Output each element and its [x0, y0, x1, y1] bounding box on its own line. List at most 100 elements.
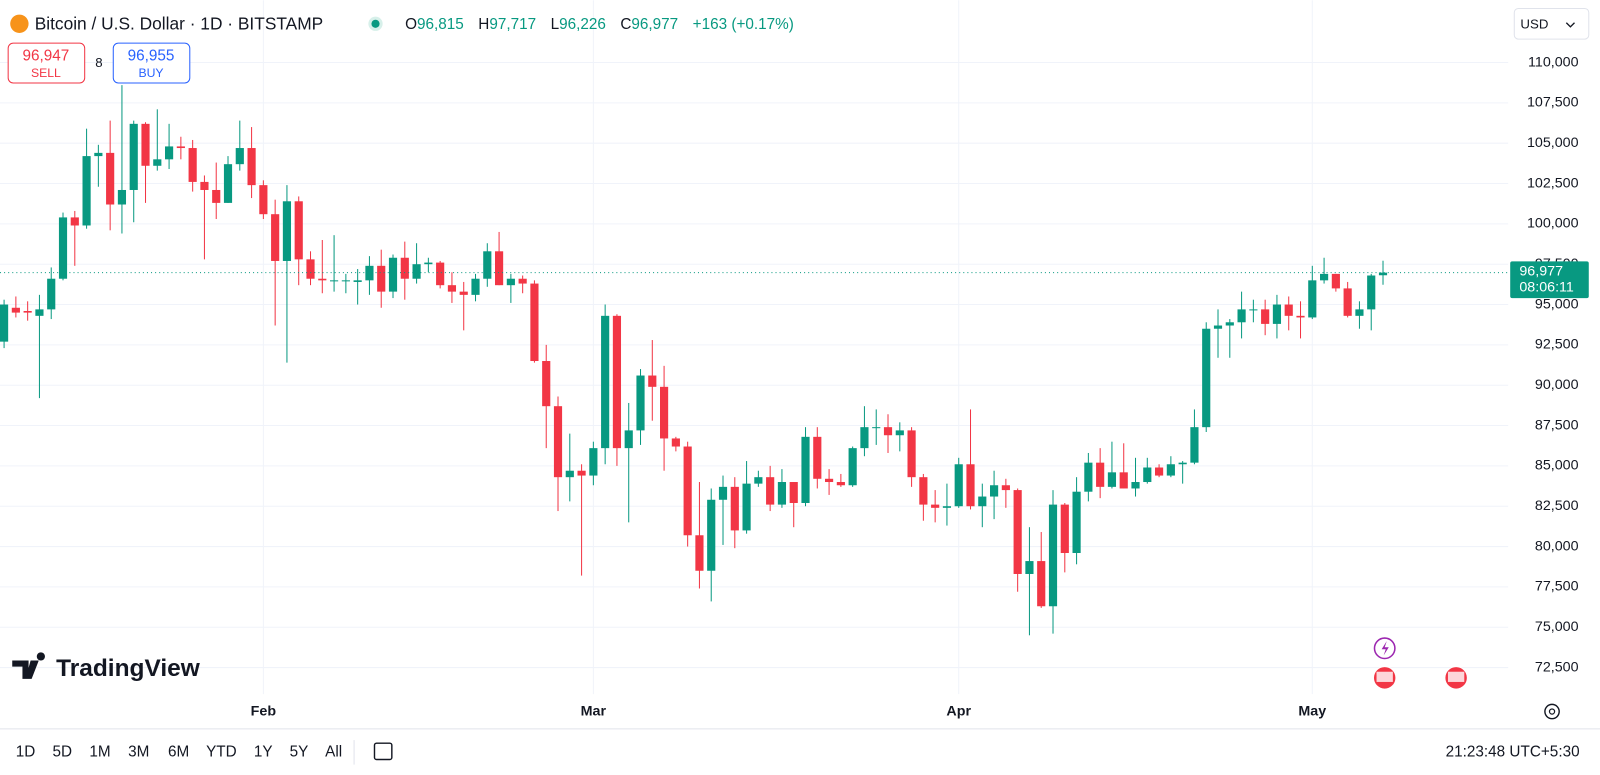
candle-body	[377, 265, 386, 292]
candle-body	[1261, 309, 1270, 324]
candle-body	[671, 438, 680, 447]
y-tick-label: 102,500	[1527, 175, 1579, 191]
candle-body	[365, 265, 374, 281]
candle-body	[919, 477, 928, 505]
candle-body	[282, 201, 292, 261]
candle-body	[94, 152, 103, 157]
timeframe-button[interactable]: 6M	[168, 743, 189, 760]
y-tick-label: 105,000	[1527, 135, 1579, 151]
timeframe-button[interactable]: 5Y	[290, 743, 309, 760]
flag-stripe	[1376, 671, 1393, 682]
compare-icon[interactable]	[373, 742, 393, 761]
logo-mark	[12, 652, 45, 679]
o-key: O	[405, 16, 417, 33]
candle-body	[813, 436, 822, 479]
candle-body	[294, 201, 303, 260]
candle-body	[990, 485, 999, 497]
h-value: 97,717	[489, 16, 536, 33]
candle-body	[1072, 491, 1081, 554]
timeframe-button[interactable]: YTD	[206, 743, 237, 760]
sell-button[interactable]	[7, 42, 86, 84]
timeframes: 1D 5D 1M 3M 6M YTD 1Y 5Y All	[16, 743, 342, 760]
candle-body	[766, 477, 775, 505]
candle-body	[1107, 472, 1117, 487]
candle-body	[106, 152, 115, 205]
candle-body	[341, 280, 350, 282]
status-dot	[371, 19, 380, 28]
candle-body	[565, 470, 574, 478]
timeframe-button[interactable]: 1D	[16, 743, 36, 760]
candle-body	[1119, 472, 1128, 489]
buy-button[interactable]	[112, 42, 191, 84]
candle-body	[223, 164, 233, 203]
candle-body	[872, 427, 881, 429]
timeframe-button[interactable]: 3M	[128, 743, 149, 760]
candle-body	[129, 123, 138, 190]
grid	[0, 0, 1509, 695]
y-tick-label: 107,500	[1527, 95, 1579, 111]
timeframe-button[interactable]: All	[325, 743, 342, 760]
o-value: 96,815	[417, 16, 464, 33]
y-tick-label: 100,000	[1527, 216, 1579, 232]
candle-body	[612, 315, 622, 449]
spread: 8	[95, 55, 102, 70]
candle-body	[447, 285, 457, 292]
candle-body	[1355, 309, 1364, 316]
y-tick-label: 95,000	[1535, 296, 1579, 312]
timeframe-button[interactable]: 5D	[52, 743, 72, 760]
timeframe-button[interactable]: 1Y	[254, 743, 273, 760]
candle-body	[1060, 504, 1069, 554]
candle-body	[1013, 490, 1022, 574]
lightning	[1381, 641, 1389, 656]
candle-body	[212, 189, 221, 203]
candle-body	[577, 470, 586, 476]
candle-body	[306, 259, 315, 279]
timeframe-button[interactable]: 1M	[89, 743, 110, 760]
candle-body	[601, 315, 610, 449]
candle-body	[1155, 467, 1164, 476]
candle-body	[318, 278, 327, 281]
candle-body	[718, 486, 728, 500]
y-tick-label: 87,500	[1535, 417, 1579, 433]
candle-body	[1249, 309, 1258, 311]
candle-body	[188, 148, 197, 182]
candle-body	[1131, 482, 1140, 489]
candle-body	[58, 217, 68, 279]
candle-body	[978, 496, 987, 507]
candle-body	[966, 464, 975, 507]
settings-icon[interactable]	[1544, 703, 1560, 720]
candle-body	[436, 262, 445, 286]
candle-body	[836, 482, 845, 486]
currency-select[interactable]	[1513, 7, 1590, 40]
candle-body	[931, 504, 940, 508]
candle-body	[754, 477, 763, 484]
candle-body	[683, 446, 692, 536]
candle-body	[200, 181, 209, 190]
last-price-box	[1510, 261, 1589, 299]
symbol[interactable]: Bitcoin / U.S. Dollar · 1D · BITSTAMP	[35, 13, 324, 33]
candle-body	[789, 482, 798, 503]
candle-body	[1213, 325, 1223, 329]
y-tick-label: 110,000	[1528, 54, 1579, 70]
change: +163 (+0.17%)	[693, 16, 794, 33]
candle-body	[82, 156, 91, 226]
candle-body	[330, 280, 339, 282]
candle-body	[1202, 328, 1211, 428]
y-tick-label: 72,500	[1535, 659, 1579, 675]
candle-body	[1048, 504, 1058, 607]
candle-body	[23, 310, 32, 313]
buy-price: 96,955	[128, 47, 175, 64]
settings-core	[1548, 708, 1556, 715]
candle-body	[117, 189, 127, 205]
candle-body	[471, 278, 480, 295]
candle-body	[730, 486, 739, 531]
candle-body	[542, 361, 551, 407]
candle-body	[1143, 467, 1152, 483]
candle-body	[1084, 462, 1093, 492]
candle-body	[1178, 462, 1187, 465]
sell-price: 96,947	[23, 47, 70, 64]
candle-body	[235, 148, 244, 165]
candle-body	[11, 307, 20, 313]
candle-body	[895, 430, 904, 436]
